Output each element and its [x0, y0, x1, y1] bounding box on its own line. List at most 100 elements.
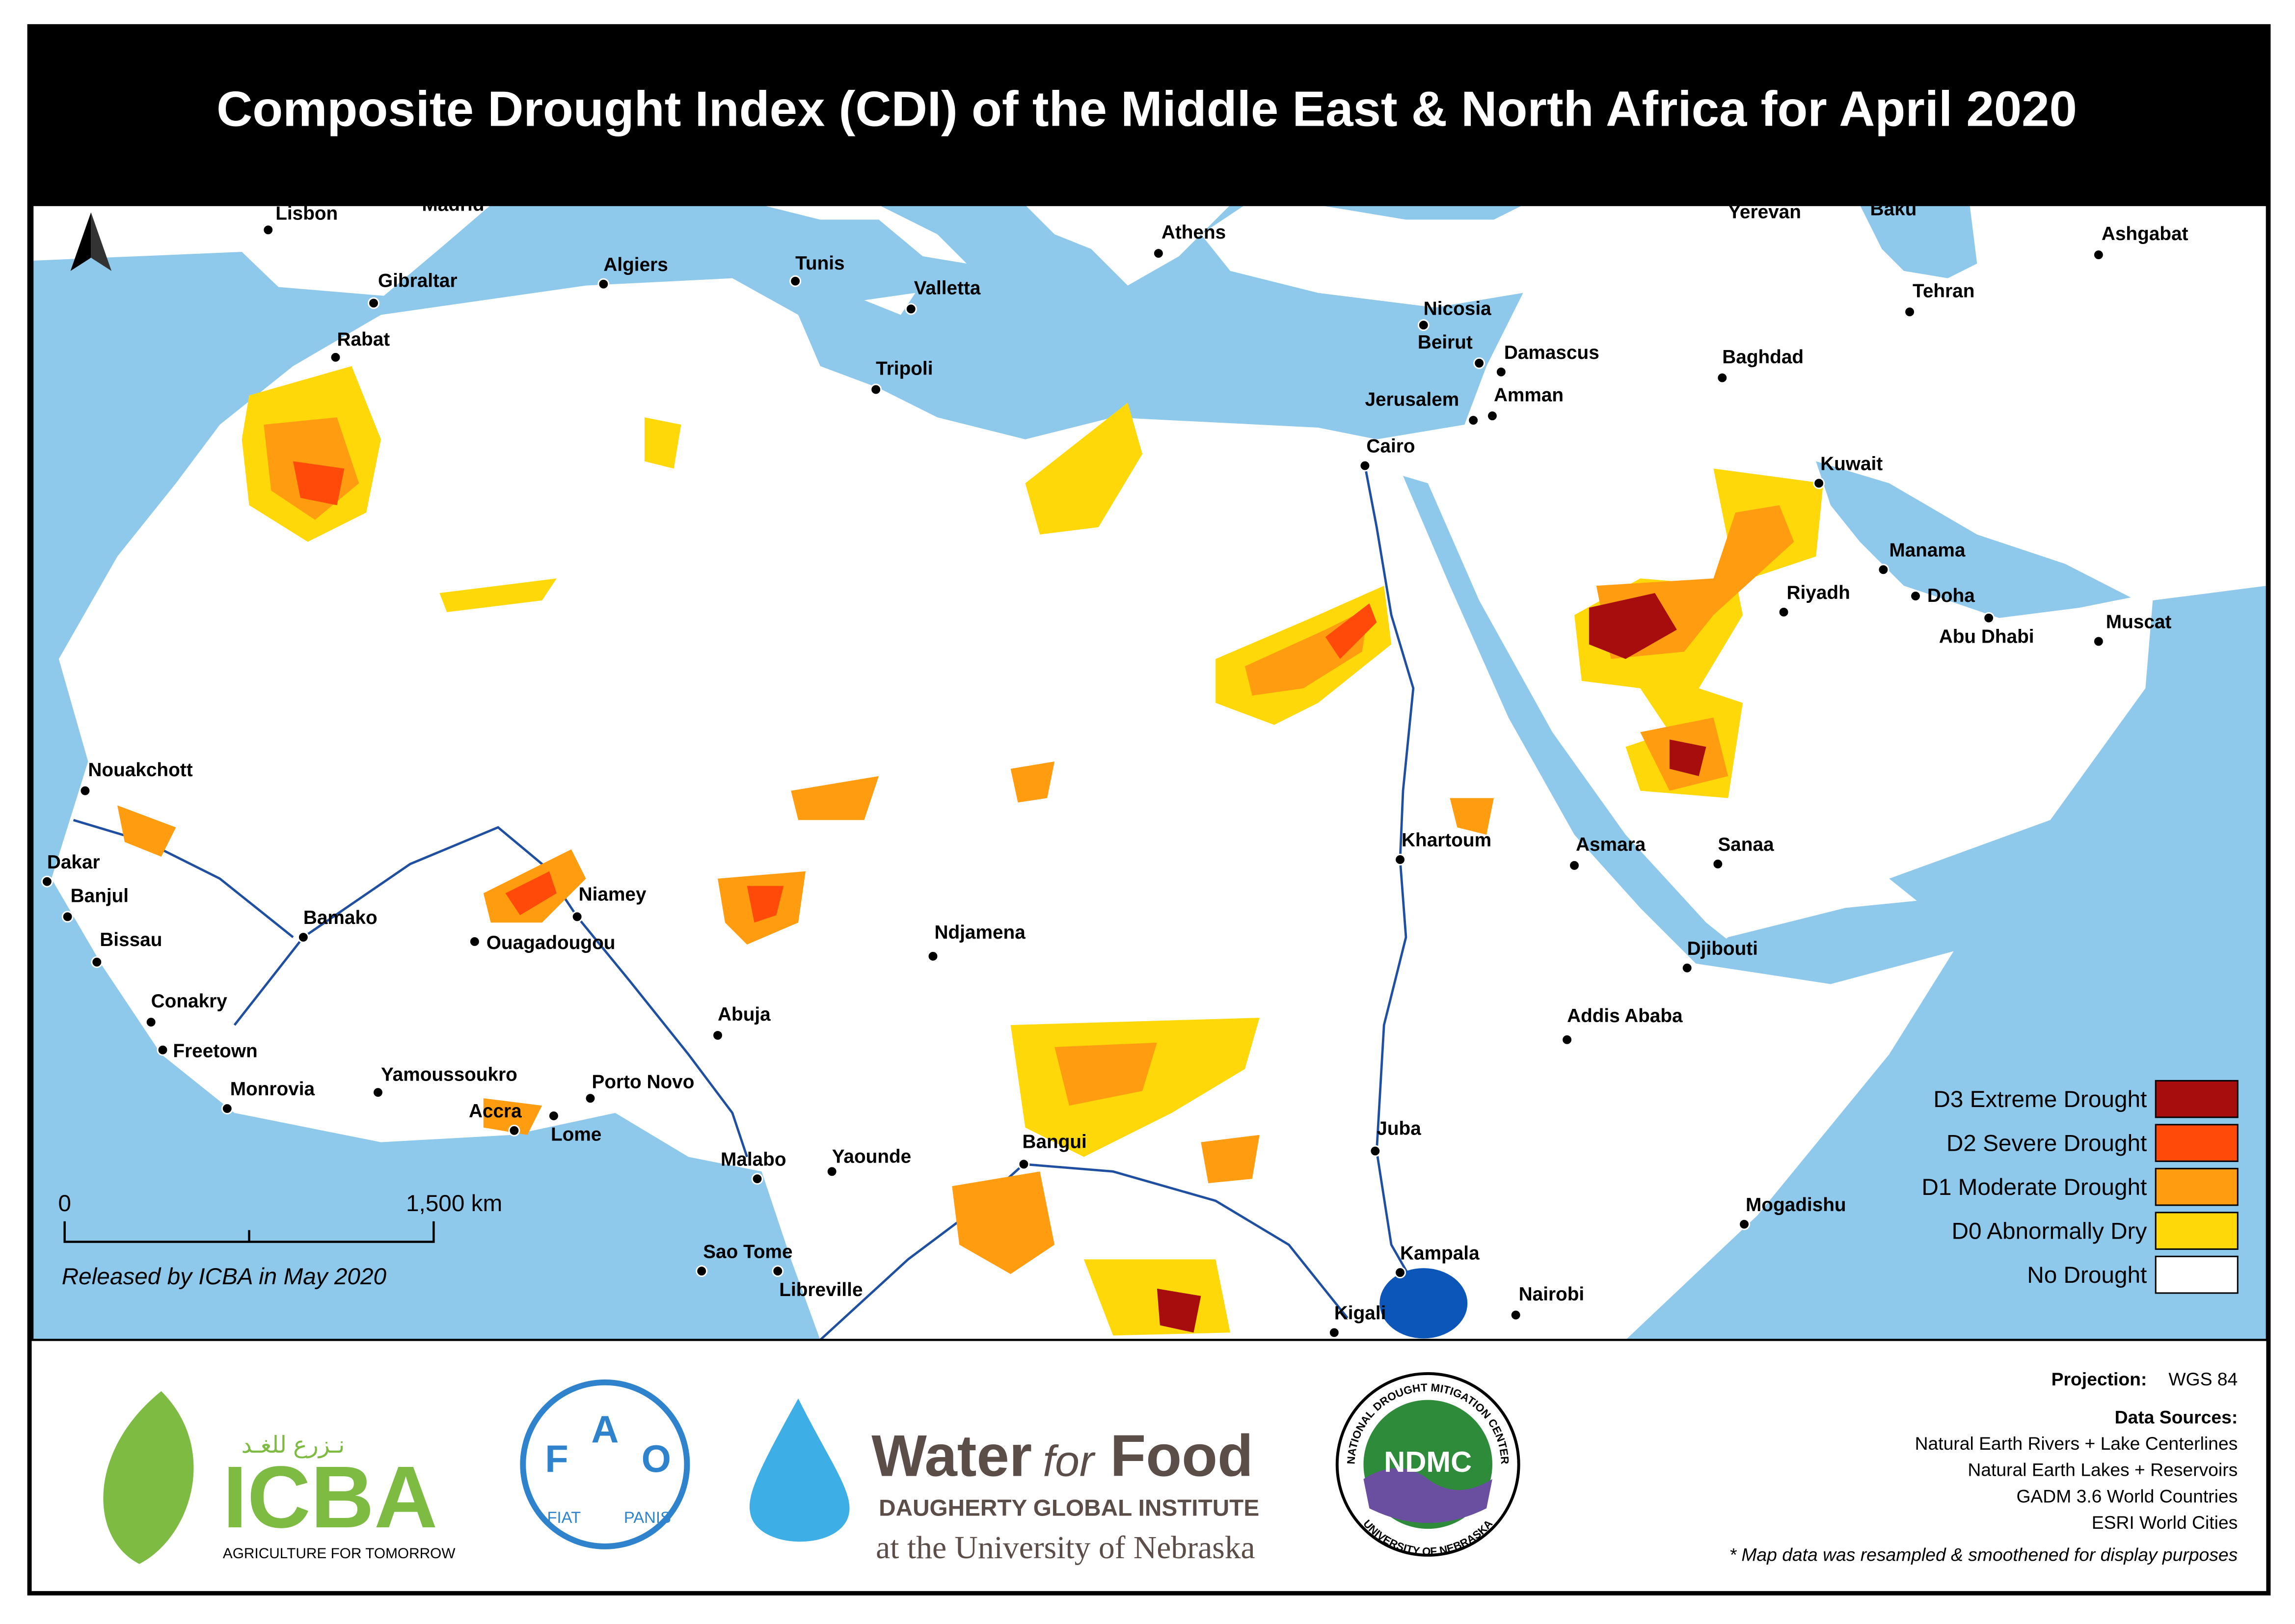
icba-logo: ICBA AGRICULTURE FOR TOMORROW نـزرع للغـ…	[103, 1391, 456, 1564]
city-label: Beirut	[1418, 332, 1473, 353]
legend-swatch	[2155, 1080, 2239, 1118]
city-dot	[1561, 1033, 1573, 1046]
city-label: Khartoum	[1402, 830, 1491, 851]
city-dot	[1983, 612, 1995, 624]
footnote: * Map data was resampled & smoothened fo…	[1729, 1544, 2238, 1565]
city-label: Sao Tome	[703, 1241, 792, 1262]
source-item: Natural Earth Lakes + Reservoirs	[1968, 1460, 2238, 1480]
legend-swatch	[2155, 1124, 2239, 1162]
drought-patch	[1157, 1288, 1201, 1333]
city-label: Lome	[551, 1124, 601, 1145]
wff-water: Water	[871, 1424, 1032, 1489]
city-dot	[548, 1110, 560, 1122]
city-dot	[2092, 635, 2105, 648]
ndmc-logo: NDMC NATIONAL DROUGHT MITIGATION CENTER …	[1335, 1372, 1520, 1558]
city-label: Asmara	[1576, 834, 1646, 855]
city-dot	[1681, 962, 1693, 974]
legend-label: No Drought	[2027, 1262, 2147, 1288]
city-label: Ouagadougou	[486, 932, 616, 953]
city-label: Banjul	[71, 885, 129, 906]
city-label: Doha	[1927, 585, 1975, 606]
city-dot	[1369, 1145, 1381, 1157]
wff-for: for	[1043, 1436, 1096, 1486]
city-label: Amman	[1494, 384, 1564, 406]
city-label: Nairobi	[1519, 1284, 1585, 1305]
city-label: Kuwait	[1820, 454, 1883, 475]
city-dot	[1910, 590, 1921, 602]
source-item: ESRI World Cities	[2092, 1512, 2238, 1533]
senegal-river	[73, 819, 294, 938]
city-label: Yamoussoukro	[381, 1064, 517, 1085]
icba-emblem	[103, 1391, 194, 1564]
city-dot	[1495, 366, 1507, 378]
city-dot	[584, 1092, 596, 1105]
city-label: Baku	[1870, 198, 1917, 219]
drought-patch	[293, 461, 345, 506]
north-arrow	[91, 212, 112, 271]
city-label: Tripoli	[876, 358, 933, 379]
city-label: Monrovia	[230, 1079, 315, 1100]
black-sea	[1318, 205, 1523, 220]
drought-patch	[1325, 603, 1377, 659]
city-label: Accra	[469, 1101, 522, 1122]
iberia	[32, 205, 491, 296]
city-label: Porto Novo	[592, 1071, 695, 1092]
greece	[1025, 205, 1231, 286]
city-label: Nicosia	[1424, 298, 1491, 319]
city-label: Ndjamena	[934, 922, 1026, 943]
city-dot	[1904, 306, 1916, 318]
city-dot	[1486, 410, 1498, 422]
sources-heading: Data Sources:	[2115, 1407, 2238, 1427]
info: Projection: WGS 84 Data Sources: Natural…	[1729, 1369, 2238, 1565]
title-bar	[29, 26, 2268, 205]
fao-ring	[520, 1379, 690, 1549]
city-dot	[1394, 854, 1406, 866]
sources: Natural Earth Rivers + Lake Centerlines N…	[1915, 1433, 2238, 1533]
projection-label: Projection:	[2052, 1369, 2147, 1389]
fao-letter: A	[591, 1408, 619, 1451]
city-label: Abu Dhabi	[1939, 626, 2034, 647]
city-label: Bamako	[303, 907, 378, 928]
city-dot	[1712, 858, 1724, 870]
city-dot	[157, 1044, 169, 1056]
icba-tagline: AGRICULTURE FOR TOMORROW	[223, 1545, 456, 1562]
city-label: Cairo	[1366, 436, 1415, 457]
city-dot	[1738, 1218, 1750, 1230]
city-label: Kampala	[1400, 1243, 1480, 1264]
wff-university: at the University of Nebraska	[876, 1530, 1255, 1566]
city-dot	[772, 1265, 784, 1277]
city-dot	[262, 224, 274, 236]
drought-patch	[1589, 593, 1706, 776]
legend-swatch	[2155, 1255, 2239, 1294]
city-dot	[1778, 606, 1790, 618]
city-label: Riyadh	[1787, 582, 1850, 603]
city-dot	[1152, 247, 1164, 259]
italy	[761, 205, 967, 315]
city-label: Bangui	[1022, 1132, 1086, 1153]
city-dot	[221, 1103, 233, 1114]
city-label: Baghdad	[1722, 347, 1804, 368]
fao-logo: F A O FIAT PANIS	[520, 1379, 690, 1549]
fao-letter: F	[545, 1438, 568, 1480]
legend-swatch	[2155, 1212, 2239, 1250]
city-label: Abuja	[718, 1004, 771, 1025]
city-dot	[696, 1265, 708, 1277]
north-arrow	[70, 212, 91, 271]
city-label: Gibraltar	[378, 271, 458, 292]
city-dot	[2092, 249, 2105, 261]
drought-patch	[1596, 505, 1794, 791]
release-note: Released by ICBA in May 2020	[62, 1264, 387, 1290]
water-for-food-logo: Water for Food DAUGHERTY GLOBAL INSTITUT…	[749, 1398, 1259, 1566]
source-item: Natural Earth Rivers + Lake Centerlines	[1915, 1433, 2238, 1454]
city-label: Addis Ababa	[1567, 1005, 1683, 1027]
city-label: Yerevan	[1728, 201, 1801, 222]
city-dot	[1473, 357, 1485, 369]
city-dot	[712, 1029, 724, 1041]
city-label: Madrid	[422, 194, 484, 216]
city-dot	[468, 936, 481, 947]
city-label: Djibouti	[1687, 938, 1758, 959]
city-label: Dakar	[47, 852, 100, 873]
city-label: Conakry	[151, 991, 228, 1012]
red-sea	[1403, 476, 1728, 964]
city-label: Muscat	[2106, 612, 2172, 633]
